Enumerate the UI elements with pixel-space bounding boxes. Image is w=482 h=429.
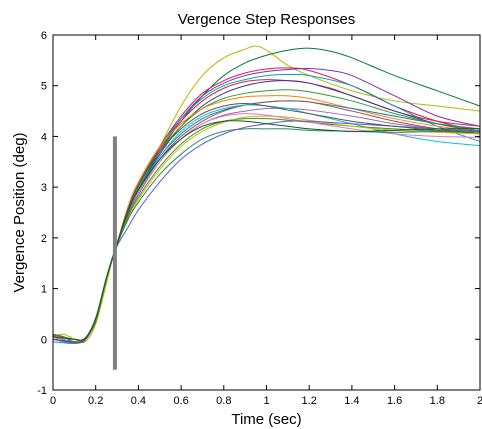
series-line-13 — [53, 104, 480, 343]
series-layer — [53, 45, 480, 344]
y-tick-label: 4 — [41, 131, 47, 143]
series-line-17 — [53, 128, 480, 343]
series-line-15 — [53, 115, 480, 343]
series-line-14 — [53, 117, 480, 341]
x-tick-label: 0.4 — [131, 395, 146, 407]
x-axis-title: Time (sec) — [231, 411, 301, 428]
x-tick-label: 1.2 — [302, 395, 317, 407]
series-line-10 — [53, 100, 480, 343]
x-tick-label: 1 — [263, 395, 269, 407]
y-axis-title: Vergence Position (deg) — [11, 132, 28, 292]
x-tick-label: 0.2 — [88, 395, 103, 407]
series-line-18 — [53, 120, 480, 344]
plot-frame — [52, 34, 481, 391]
y-tick-label: -1 — [37, 385, 47, 397]
y-tick-label: 5 — [41, 81, 47, 93]
x-axis-ticks: 0 0.2 0.4 0.6 0.8 1 1.2 1.4 1.6 1.8 2 — [50, 35, 482, 407]
y-tick-label: 0 — [41, 334, 47, 346]
y-tick-label: 2 — [41, 233, 47, 245]
series-line-9 — [53, 95, 480, 343]
x-tick-label: 0.8 — [216, 395, 231, 407]
series-line-1 — [53, 45, 480, 344]
y-axis-ticks: -1 0 1 2 3 4 5 6 — [37, 30, 480, 397]
chart-title: Vergence Step Responses — [178, 11, 356, 28]
x-tick-label: 1.8 — [430, 395, 445, 407]
series-line-12 — [53, 107, 480, 343]
x-tick-label: 1.4 — [344, 395, 359, 407]
series-line-11 — [53, 100, 480, 343]
series-line-4 — [53, 67, 480, 344]
y-tick-label: 1 — [41, 284, 47, 296]
series-line-16 — [53, 113, 480, 343]
x-tick-label: 1.6 — [387, 395, 402, 407]
series-line-19 — [53, 102, 480, 343]
series-line-2 — [53, 47, 480, 343]
x-tick-label: 2 — [477, 395, 482, 407]
x-tick-label: 0.6 — [173, 395, 188, 407]
y-tick-label: 6 — [41, 30, 47, 42]
series-line-20 — [53, 120, 480, 341]
y-tick-label: 3 — [41, 182, 47, 194]
x-tick-label: 0 — [50, 395, 56, 407]
